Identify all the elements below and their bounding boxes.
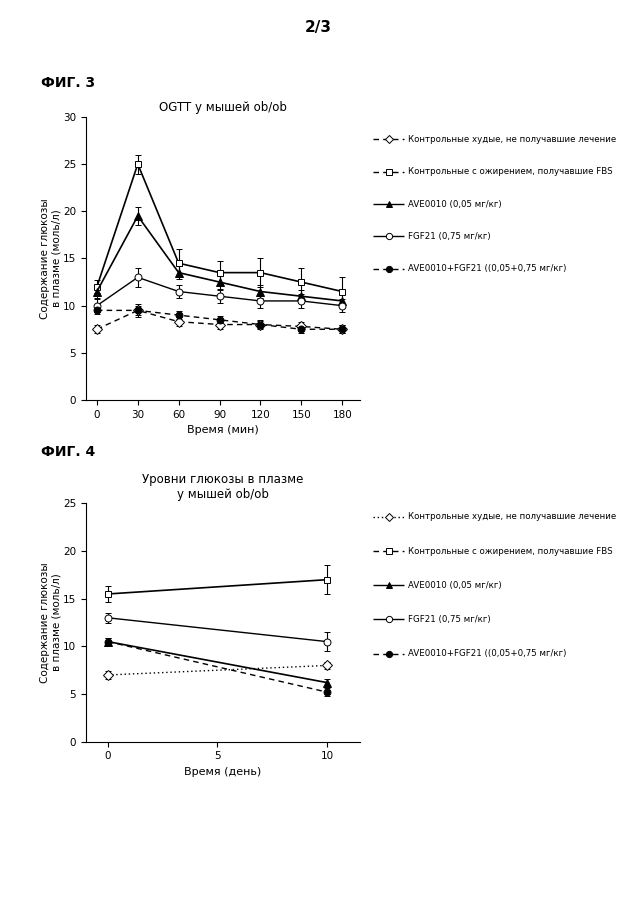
Title: OGTT у мышей ob/ob: OGTT у мышей ob/ob <box>159 102 287 114</box>
Text: Контрольные худые, не получавшие лечение: Контрольные худые, не получавшие лечение <box>408 135 616 144</box>
Text: Контрольные с ожирением, получавшие FBS: Контрольные с ожирением, получавшие FBS <box>408 167 612 176</box>
X-axis label: Время (мин): Время (мин) <box>187 425 259 435</box>
Text: AVE0010 (0,05 мг/кг): AVE0010 (0,05 мг/кг) <box>408 200 501 209</box>
Y-axis label: Содержание глюкозы
в плазме (моль/л): Содержание глюкозы в плазме (моль/л) <box>40 562 62 683</box>
Text: 2/3: 2/3 <box>305 20 332 35</box>
X-axis label: Время (день): Время (день) <box>184 767 262 777</box>
Text: Контрольные худые, не получавшие лечение: Контрольные худые, не получавшие лечение <box>408 512 616 521</box>
Text: ФИГ. 3: ФИГ. 3 <box>41 76 96 91</box>
Text: AVE0010+FGF21 ((0,05+0,75 мг/кг): AVE0010+FGF21 ((0,05+0,75 мг/кг) <box>408 649 566 658</box>
Text: ФИГ. 4: ФИГ. 4 <box>41 445 96 459</box>
Y-axis label: Содержание глюкозы
в плазме (моль/л): Содержание глюкозы в плазме (моль/л) <box>40 198 62 319</box>
Text: AVE0010 (0,05 мг/кг): AVE0010 (0,05 мг/кг) <box>408 581 501 590</box>
Text: AVE0010+FGF21 ((0,05+0,75 мг/кг): AVE0010+FGF21 ((0,05+0,75 мг/кг) <box>408 264 566 273</box>
Title: Уровни глюкозы в плазме
у мышей ob/ob: Уровни глюкозы в плазме у мышей ob/ob <box>142 473 304 501</box>
Text: FGF21 (0,75 мг/кг): FGF21 (0,75 мг/кг) <box>408 232 490 241</box>
Text: Контрольные с ожирением, получавшие FBS: Контрольные с ожирением, получавшие FBS <box>408 547 612 556</box>
Text: FGF21 (0,75 мг/кг): FGF21 (0,75 мг/кг) <box>408 615 490 624</box>
